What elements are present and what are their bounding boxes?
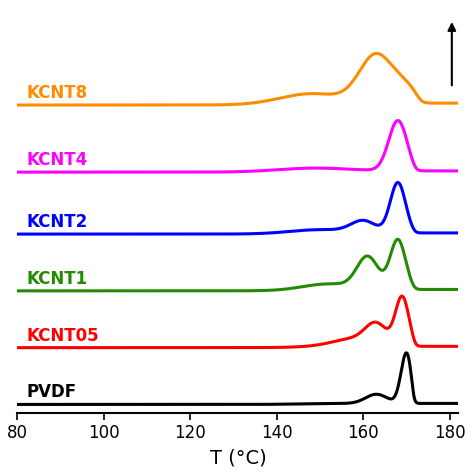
Text: KCNT8: KCNT8 (26, 84, 87, 102)
Text: KCNT4: KCNT4 (26, 151, 87, 169)
Text: KCNT2: KCNT2 (26, 213, 87, 231)
X-axis label: T (°C): T (°C) (210, 448, 266, 467)
Text: KCNT1: KCNT1 (26, 270, 87, 288)
Text: KCNT05: KCNT05 (26, 327, 99, 345)
Text: PVDF: PVDF (26, 383, 76, 401)
